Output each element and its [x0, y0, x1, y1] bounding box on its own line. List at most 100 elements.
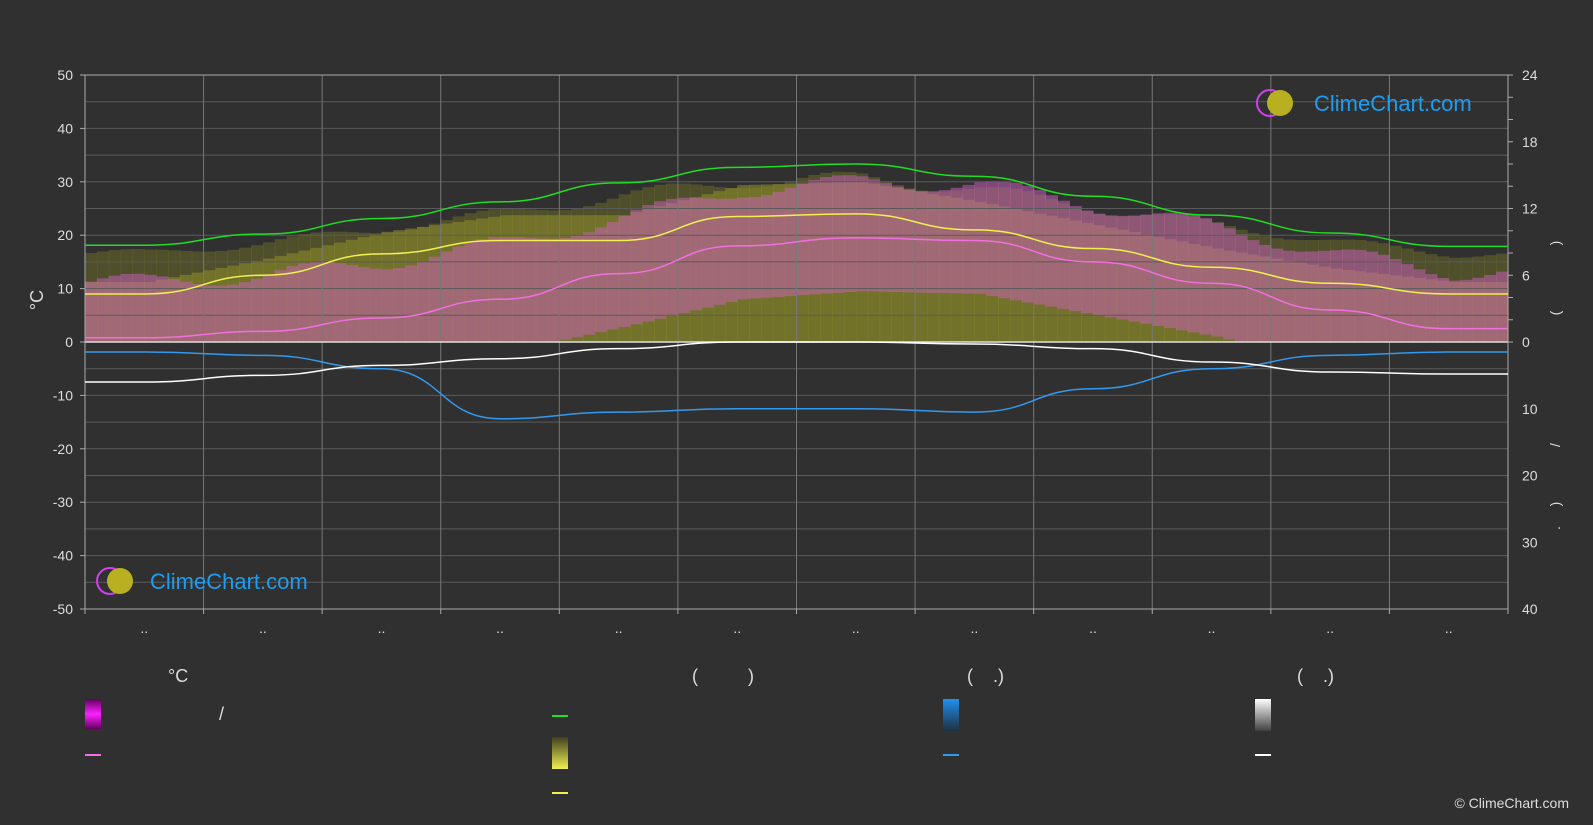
temperature-band [1116, 216, 1130, 320]
y-tick-label-left: -40 [53, 548, 73, 564]
temperature-band [298, 263, 311, 341]
temperature-band [345, 265, 359, 341]
temperature-band [1413, 269, 1426, 341]
x-tick-label: .. [140, 620, 148, 636]
chart-series [84, 163, 1508, 420]
legend-col1-heading: °C [168, 666, 189, 686]
snow-line [84, 341, 1508, 383]
temperature-band [1211, 222, 1224, 337]
temperature-band [1496, 271, 1509, 341]
temperature-band [357, 267, 371, 341]
right-axis-label-glyph: ) [1547, 241, 1563, 246]
temperature-band [926, 191, 940, 293]
right-axis-label-glyph: ( [1547, 310, 1563, 315]
y-tick-label-left: 10 [57, 281, 73, 297]
x-tick-label: .. [615, 620, 623, 636]
temperature-band [1472, 277, 1485, 341]
temperature-band [168, 278, 181, 341]
temperature-band [369, 268, 383, 341]
rain-line [85, 351, 1508, 420]
temperature-band [749, 196, 762, 299]
x-tick-label: .. [1326, 620, 1334, 636]
temperature-band [1306, 251, 1319, 341]
logo-text: ClimeChart.com [1314, 91, 1472, 116]
y-tick-label-right-upper: 0 [1522, 334, 1530, 350]
legend-daylight-line [552, 715, 568, 717]
temperature-band [1199, 218, 1213, 335]
temperature-band [962, 184, 975, 294]
logo-sun-icon [1267, 90, 1293, 116]
temperature-band [156, 276, 169, 341]
logo-bottom: ClimeChart.com [96, 567, 308, 595]
temperature-band [144, 274, 157, 341]
temperature-band [1140, 214, 1153, 324]
temperature-band [203, 285, 217, 341]
temperature-band [855, 176, 869, 292]
temperature-band [476, 239, 489, 341]
temperature-band [808, 179, 821, 295]
temperature-band [108, 275, 122, 341]
temperature-band [428, 256, 442, 341]
temperature-band [642, 205, 655, 322]
temperature-band [381, 269, 394, 341]
temperature-band [1175, 213, 1189, 331]
temperature-band [179, 281, 193, 341]
temperature-band [760, 194, 774, 298]
temperature-band [796, 183, 809, 296]
legend-snow-line [1255, 754, 1271, 756]
x-tick-label: .. [378, 620, 386, 636]
temperature-band [1021, 185, 1035, 303]
temperature-band [1104, 215, 1118, 318]
temperature-band [1009, 182, 1023, 301]
temperature-band [606, 221, 620, 330]
temperature-band [215, 285, 228, 341]
legend-col1-slash: / [219, 704, 225, 724]
y-tick-label-left: -30 [53, 494, 73, 510]
temperature-mean-line [84, 237, 1508, 339]
temperature-band [737, 197, 750, 300]
temperature-band [1128, 215, 1141, 322]
y-tick-label-right-lower: 10 [1522, 401, 1538, 417]
legend-col4-heading: ( .) [1297, 666, 1334, 686]
x-tick-label: .. [1089, 620, 1097, 636]
legend-col2-heading: ( ) [692, 666, 754, 686]
left-axis-label: °C [27, 290, 47, 310]
legend-sunshine-swatch [552, 737, 568, 769]
temperature-band [1235, 234, 1248, 341]
temperature-band [915, 190, 928, 293]
temperature-band [1353, 249, 1367, 341]
temperature-band [701, 198, 715, 308]
temperature-band [891, 186, 904, 293]
y-tick-label-right-upper: 6 [1522, 267, 1530, 283]
chart-axes: 50 40 30 20 10 0 -10 -20 -30 -40 -50 24 18 12 6 0 10 20 30… [53, 67, 1563, 636]
copyright: © ClimeChart.com [1454, 795, 1569, 811]
temperature-band [666, 198, 679, 316]
y-tick-label-right-lower: 30 [1522, 534, 1538, 550]
temperature-band [535, 238, 549, 341]
temperature-band [1164, 212, 1177, 329]
x-tick-label: .. [733, 620, 741, 636]
daylight-line [85, 163, 1508, 248]
temperature-band [832, 175, 845, 293]
legend-temp-mean-line [85, 754, 101, 756]
temperature-band [464, 242, 477, 341]
temperature-band [274, 270, 288, 341]
temperature-band [417, 261, 430, 341]
temperature-band [310, 262, 323, 341]
legend-snow-swatch [1255, 699, 1271, 731]
temperature-band [85, 281, 98, 341]
x-tick-label: .. [1445, 620, 1453, 636]
temperature-band [1258, 244, 1272, 341]
y-tick-label-left: 50 [57, 67, 73, 83]
temperature-band [1330, 250, 1343, 341]
temperature-band [879, 183, 892, 292]
temperature-band [1484, 274, 1497, 341]
y-tick-label-right-lower: 40 [1522, 601, 1538, 617]
temperature-band [1389, 259, 1402, 341]
temperature-band [239, 282, 252, 341]
x-tick-label: .. [1208, 620, 1216, 636]
temperature-band [1401, 264, 1414, 341]
temperature-band [1092, 213, 1106, 316]
y-tick-label-right-upper: 12 [1522, 201, 1538, 217]
temperature-band [974, 181, 987, 294]
